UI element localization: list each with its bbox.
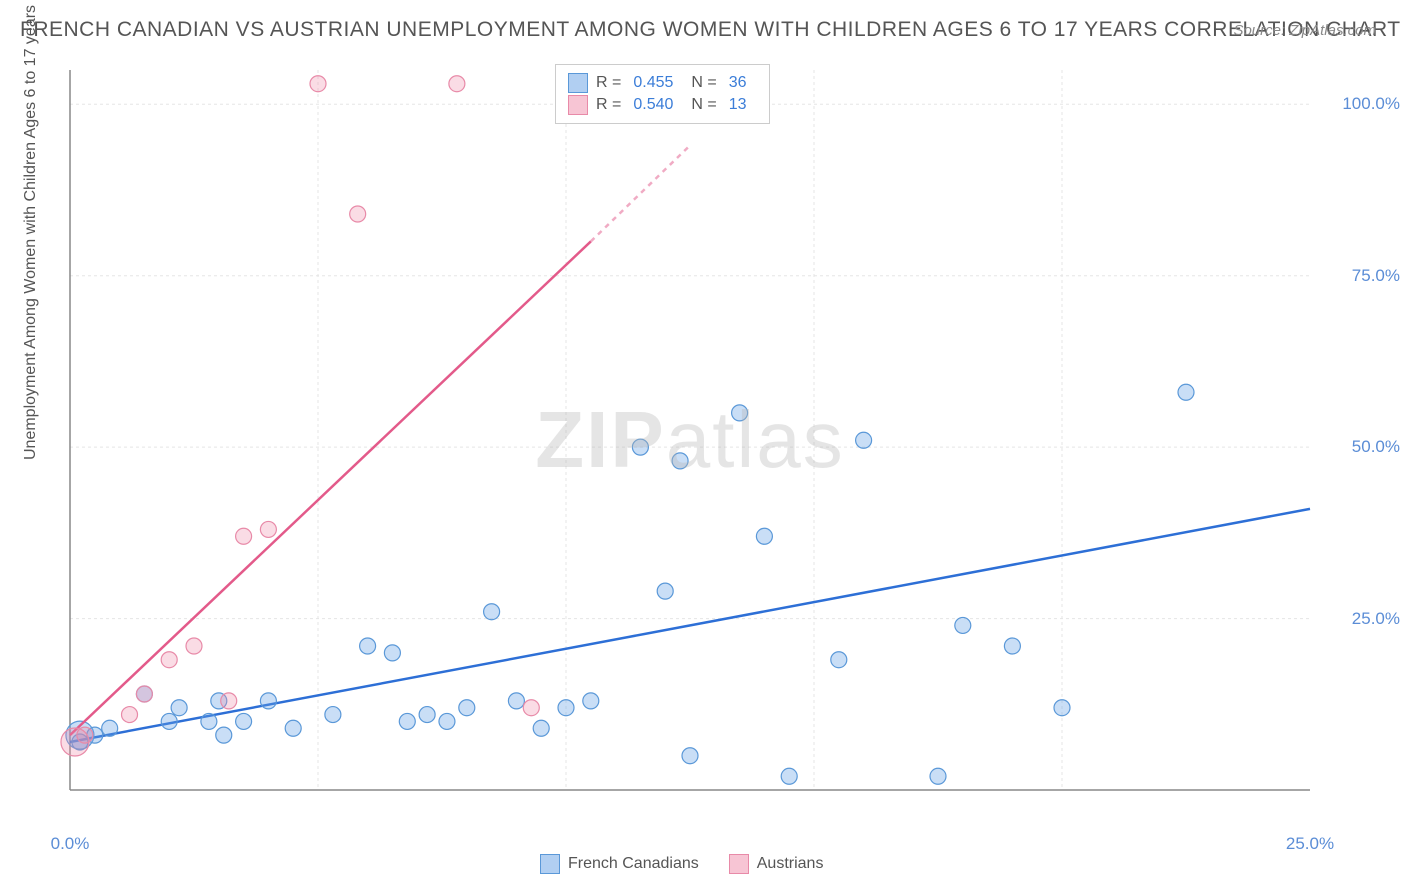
r-label: R = <box>596 74 621 92</box>
chart-container: FRENCH CANADIAN VS AUSTRIAN UNEMPLOYMENT… <box>0 0 1406 892</box>
r-label: R = <box>596 96 621 114</box>
x-tick-label: 0.0% <box>51 834 90 854</box>
source-label: Source: ZipAtlas.com <box>1233 22 1376 39</box>
stats-row-2: R = 0.540 N = 13 <box>568 95 757 115</box>
n-value: 36 <box>729 74 747 92</box>
r-value: 0.540 <box>633 96 673 114</box>
n-label: N = <box>691 74 716 92</box>
legend-label: French Canadians <box>568 855 699 873</box>
n-value: 13 <box>729 96 747 114</box>
x-tick-label: 25.0% <box>1286 834 1334 854</box>
legend-label: Austrians <box>757 855 824 873</box>
y-tick-label: 25.0% <box>1352 609 1400 629</box>
chart-title: FRENCH CANADIAN VS AUSTRIAN UNEMPLOYMENT… <box>20 18 1401 42</box>
y-axis-label: Unemployment Among Women with Children A… <box>22 5 40 460</box>
y-tick-label: 100.0% <box>1342 94 1400 114</box>
swatch-pink-icon <box>568 95 588 115</box>
scatter-svg <box>60 60 1320 820</box>
y-tick-label: 50.0% <box>1352 437 1400 457</box>
series-legend: French Canadians Austrians <box>540 854 823 874</box>
y-tick-label: 75.0% <box>1352 266 1400 286</box>
swatch-blue-icon <box>540 854 560 874</box>
plot-area: ZIPatlas <box>60 60 1320 820</box>
swatch-pink-icon <box>729 854 749 874</box>
r-value: 0.455 <box>633 74 673 92</box>
stats-legend: R = 0.455 N = 36 R = 0.540 N = 13 <box>555 64 770 124</box>
n-label: N = <box>691 96 716 114</box>
swatch-blue-icon <box>568 73 588 93</box>
legend-item-1: French Canadians <box>540 854 699 874</box>
stats-row-1: R = 0.455 N = 36 <box>568 73 757 93</box>
legend-item-2: Austrians <box>729 854 824 874</box>
